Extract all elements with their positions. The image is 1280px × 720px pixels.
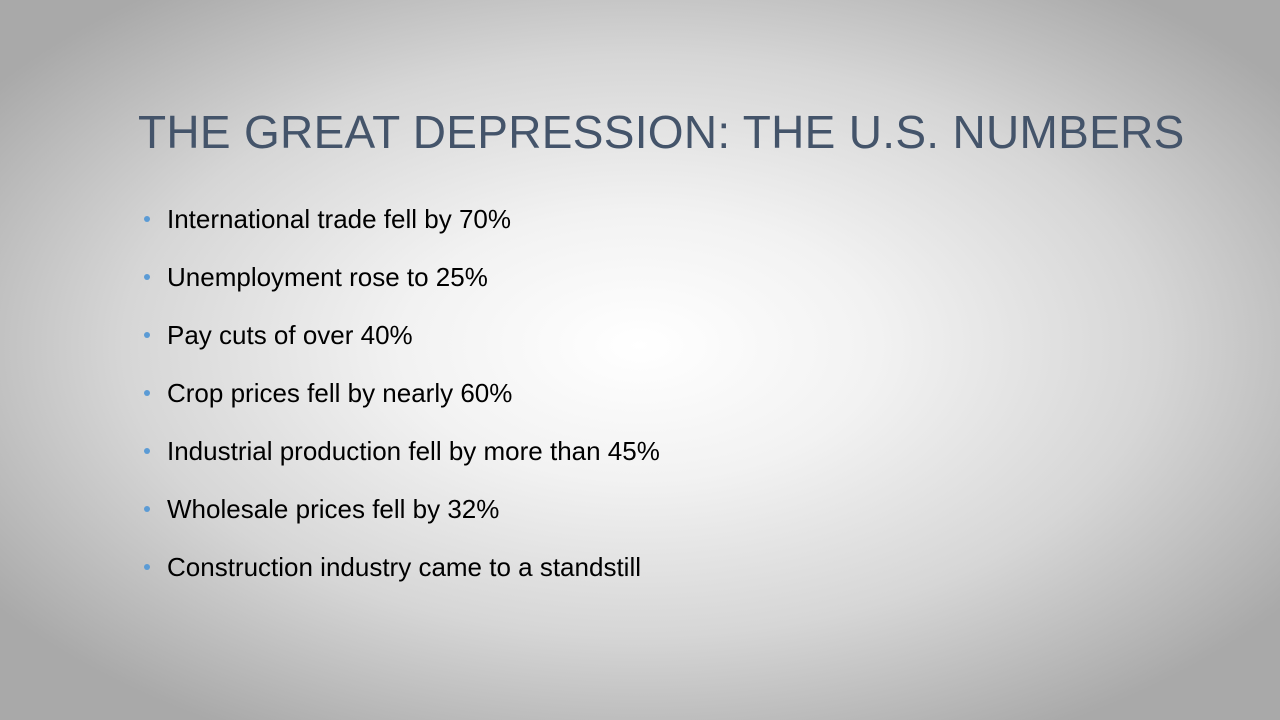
bullet-dot-icon	[144, 506, 150, 512]
bullet-dot-icon	[144, 448, 150, 454]
bullet-text: Industrial production fell by more than …	[167, 435, 660, 466]
bullet-dot-icon	[144, 390, 150, 396]
bullet-dot-icon	[144, 332, 150, 338]
slide-title: THE GREAT DEPRESSION: THE U.S. NUMBERS	[138, 106, 1185, 158]
bullet-text: Pay cuts of over 40%	[167, 319, 413, 350]
bullet-item: Crop prices fell by nearly 60%	[140, 364, 660, 422]
bullet-text: Crop prices fell by nearly 60%	[167, 377, 513, 408]
bullet-text: International trade fell by 70%	[167, 203, 511, 234]
bullet-dot-icon	[144, 564, 150, 570]
bullet-text: Wholesale prices fell by 32%	[167, 493, 500, 524]
bullet-item: Unemployment rose to 25%	[140, 248, 660, 306]
bullet-item: Construction industry came to a standsti…	[140, 538, 660, 596]
bullet-list: International trade fell by 70% Unemploy…	[140, 190, 660, 596]
bullet-item: Wholesale prices fell by 32%	[140, 480, 660, 538]
bullet-item: Pay cuts of over 40%	[140, 306, 660, 364]
bullet-text: Construction industry came to a standsti…	[167, 551, 641, 582]
bullet-dot-icon	[144, 216, 150, 222]
bullet-item: Industrial production fell by more than …	[140, 422, 660, 480]
bullet-dot-icon	[144, 274, 150, 280]
bullet-text: Unemployment rose to 25%	[167, 261, 488, 292]
bullet-item: International trade fell by 70%	[140, 190, 660, 248]
